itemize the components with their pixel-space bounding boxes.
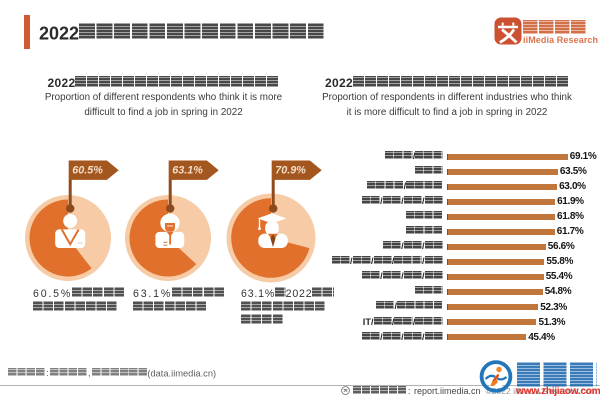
svg-text:60.5%: 60.5% [72, 165, 103, 177]
svg-text:63.1%: 63.1% [172, 165, 203, 177]
svg-text:70.9%: 70.9% [275, 165, 306, 177]
